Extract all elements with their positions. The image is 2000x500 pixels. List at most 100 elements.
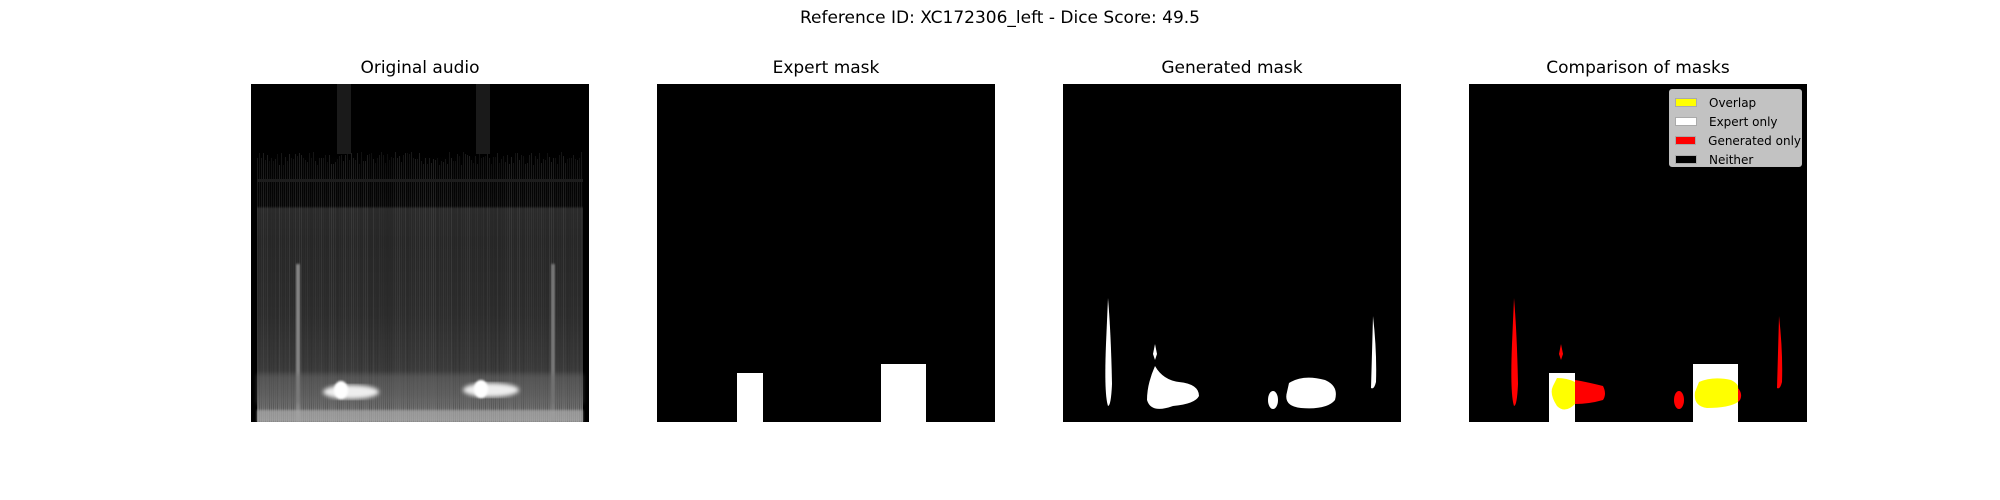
spectrogram-texture [419,153,420,422]
spectrogram-texture [531,153,532,422]
spectrogram-texture [383,155,384,422]
spectrogram-texture [525,164,526,422]
spectrogram-texture [375,163,376,422]
spectrogram-texture [363,161,364,422]
spectrogram-texture [371,153,372,422]
spectrogram-texture [435,160,436,422]
spectrogram-texture [471,160,472,422]
spectrogram-texture [443,162,444,422]
spectrogram-texture [533,165,534,422]
legend-label: Generated only [1708,133,1801,148]
spectrogram-texture [575,159,576,422]
spectrogram-texture [447,164,448,422]
expert-mask-image [657,84,995,422]
spectrogram-texture [319,158,320,422]
overlap-region [1551,378,1575,410]
spectrogram-texture [341,155,342,422]
spectrogram-texture [545,160,546,422]
spectrogram-texture [421,161,422,422]
spectrogram-texture [465,154,466,422]
spectrogram-texture [493,157,494,422]
spectrogram-texture [301,155,302,422]
spectrogram-texture [555,158,556,422]
spectrogram-texture [511,157,512,422]
spectrogram-texture [263,153,264,422]
spectrogram-texture [387,154,388,422]
spectrogram-texture [337,159,338,422]
spectrogram-texture [405,153,406,422]
spectrogram-texture [259,153,260,422]
spectrogram-texture [501,159,502,422]
spectrogram-texture [505,162,506,422]
expert-mask-region [737,373,763,422]
spectrogram-texture [513,163,514,422]
spectrogram-texture [381,152,382,422]
spectrogram-image [251,84,589,422]
panel-title-original-audio: Original audio [360,58,480,78]
spectrogram-texture [547,153,548,422]
spectrogram-texture [475,156,476,422]
spectrogram-texture [423,164,424,422]
spectrogram-texture [311,158,312,422]
spectrogram-texture [329,155,330,422]
spectrogram-texture [335,162,336,422]
spectrogram-texture [365,161,366,422]
spectrogram-texture [409,154,410,422]
spectrogram-texture [519,160,520,422]
spectrogram-texture [391,157,392,422]
spectrogram-texture [273,161,274,422]
spectrogram-texture [481,158,482,422]
generated-mask-region [1105,298,1112,406]
spectrogram-texture [517,153,518,422]
generated-mask-region [1286,377,1336,409]
spectrogram-texture [453,161,454,422]
spectrogram-texture [279,165,280,422]
spectrogram-texture [377,158,378,422]
spectrogram-texture [367,155,368,422]
panel-title-generated-mask: Generated mask [1161,58,1303,78]
spectrogram-texture [333,164,334,422]
spectrogram-texture [559,155,560,422]
expert-mask-panel [657,84,995,422]
spectrogram-texture [417,159,418,422]
spectrogram-texture [257,158,258,422]
spectrogram-texture [271,158,272,422]
spectrogram-texture [577,160,578,422]
spectrogram-texture [425,158,426,422]
spectrogram-texture [313,152,314,422]
spectrogram-texture [429,158,430,422]
spectrogram-texture [315,161,316,422]
spectrogram-texture [483,157,484,422]
spectrogram-texture [503,156,504,422]
legend-item-neither: Neither [1673,150,1801,169]
spectrogram-texture [433,159,434,422]
spectrogram-texture [441,161,442,422]
legend-item-generated-only: Generated only [1673,131,1801,150]
spectrogram-texture [373,159,374,422]
legend-item-overlap: Overlap [1673,93,1801,112]
generated-only-region [1511,298,1518,406]
spectrogram-texture [353,158,354,422]
spectrogram-texture [497,153,498,422]
spectrogram-texture [343,161,344,422]
spectrogram-texture [549,157,550,422]
spectrogram-texture [569,158,570,422]
spectrogram-texture [539,153,540,422]
spectrogram-texture [261,158,262,422]
spectrogram-texture [509,164,510,422]
generated-mask-region [1268,391,1278,409]
spectrogram-texture [401,162,402,422]
spectrogram-texture [473,163,474,422]
spectrogram-texture [485,156,486,422]
legend-swatch-overlap [1675,98,1697,107]
spectrogram-texture [527,163,528,422]
spectrogram-texture [535,156,536,422]
spectrogram-texture [449,152,450,422]
spectrogram-texture [557,164,558,422]
spectrogram-texture [543,159,544,422]
spectrogram-texture [437,158,438,422]
spectrogram-texture [467,155,468,422]
legend: Overlap Expert only Generated only Neith… [1669,89,1802,167]
spectrogram-texture [331,164,332,422]
spectrogram-texture [571,158,572,422]
